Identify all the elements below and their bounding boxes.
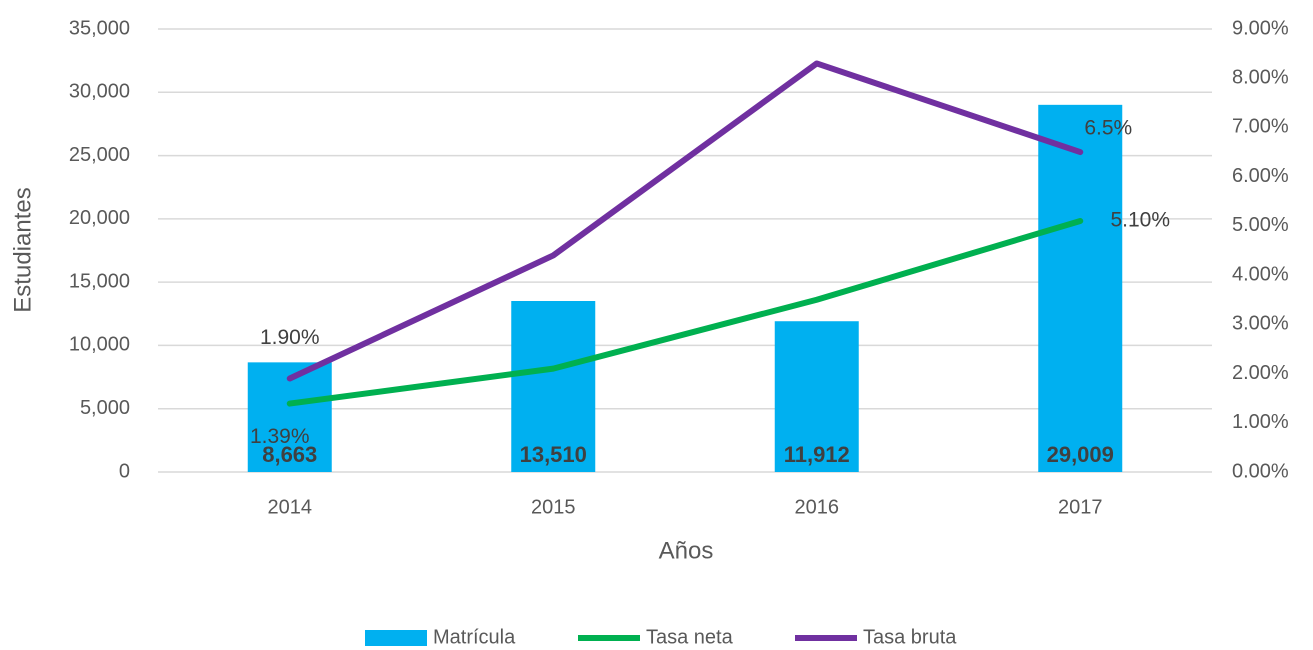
data-label: 1.39% (250, 425, 310, 448)
data-label: 29,009 (1047, 442, 1114, 467)
x-tick-label: 2015 (531, 496, 576, 518)
bar (1038, 104, 1123, 472)
y2-tick-label: 8.00% (1232, 67, 1289, 89)
legend-label: Matrícula (433, 626, 516, 648)
data-label: 11,912 (784, 442, 850, 467)
y-tick-label: 5,000 (80, 397, 130, 419)
y2-tick-label: 9.00% (1232, 17, 1289, 39)
bar (774, 321, 859, 472)
y2-tick-label: 1.00% (1232, 411, 1289, 433)
y2-tick-label: 6.00% (1232, 165, 1289, 187)
y-tick-label: 0 (119, 460, 130, 482)
line (286, 217, 1084, 407)
y-axis-title: Estudiantes (9, 187, 36, 312)
y2-tick-label: 5.00% (1232, 214, 1289, 236)
legend-swatch (365, 630, 427, 646)
y2-tick-label: 7.00% (1232, 116, 1289, 138)
x-tick-label: 2016 (795, 496, 840, 518)
data-label: 13,510 (520, 442, 587, 467)
data-label: 1.90% (260, 326, 320, 349)
y2-tick-label: 3.00% (1232, 313, 1289, 335)
bar (511, 301, 596, 472)
data-label: 8,663 (262, 442, 317, 467)
y-tick-label: 20,000 (69, 207, 130, 229)
x-tick-label: 2017 (1058, 496, 1103, 518)
y-tick-label: 30,000 (69, 81, 130, 103)
y2-tick-label: 4.00% (1232, 263, 1289, 285)
y-tick-label: 25,000 (69, 144, 130, 166)
legend-label: Tasa bruta (863, 626, 957, 648)
x-axis-title: Años (659, 537, 714, 564)
x-tick-label: 2014 (268, 496, 313, 518)
line (286, 60, 1084, 382)
y-tick-label: 35,000 (69, 17, 130, 39)
data-label: 5.10% (1110, 209, 1170, 232)
legend-label: Tasa neta (646, 626, 734, 648)
y2-tick-label: 0.00% (1232, 460, 1289, 482)
y-tick-label: 10,000 (69, 334, 130, 356)
y2-tick-label: 2.00% (1232, 362, 1289, 384)
data-label: 6.5% (1084, 117, 1132, 140)
y-tick-label: 15,000 (69, 270, 130, 292)
